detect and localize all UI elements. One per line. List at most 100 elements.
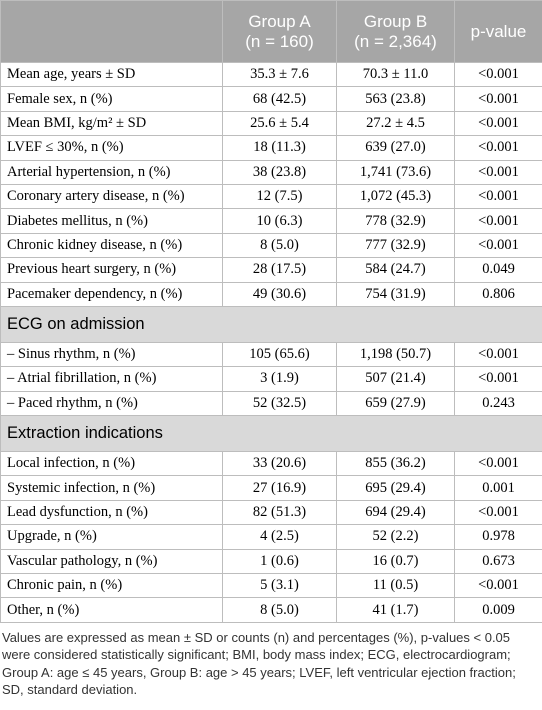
row-label: Other, n (%)	[0, 597, 223, 623]
cell: 0.243	[454, 390, 542, 417]
table: Group A (n = 160) Group B (n = 2,364) p-valu…	[0, 0, 542, 623]
row-label: Diabetes mellitus, n (%)	[0, 208, 223, 234]
column-header: p-value	[454, 0, 542, 63]
column-n: (n = 160)	[245, 31, 314, 51]
data-row: Coronary artery disease, n (%) 12 (7.5) 1,…	[0, 183, 542, 210]
cell: 1,198 (50.7)	[336, 341, 455, 368]
column-header: Group A (n = 160)	[222, 0, 337, 63]
cell: 3 (1.9)	[222, 366, 337, 392]
column-n: (n = 2,364)	[354, 31, 437, 51]
cell: 0.001	[454, 475, 542, 501]
cell: 0.049	[454, 257, 542, 283]
table-body: Mean age, years ± SD 35.3 ± 7.6 70.3 ± 11.…	[0, 61, 542, 623]
cell: 16 (0.7)	[336, 548, 455, 575]
cell: 68 (42.5)	[222, 86, 337, 112]
row-label: Mean BMI, kg/m² ± SD	[0, 110, 223, 137]
row-label: Previous heart surgery, n (%)	[0, 257, 223, 283]
column-name: p-value	[470, 21, 527, 41]
data-row: Chronic pain, n (%) 5 (3.1) 11 (0.5) <0.001	[0, 573, 542, 599]
cell: <0.001	[454, 61, 542, 88]
cell: 0.806	[454, 281, 542, 307]
cell: <0.001	[454, 451, 542, 477]
data-row: – Atrial fibrillation, n (%) 3 (1.9) 507 (…	[0, 366, 542, 392]
row-label: Local infection, n (%)	[0, 451, 223, 477]
row-label: Lead dysfunction, n (%)	[0, 499, 223, 526]
cell: 1,072 (45.3)	[336, 183, 455, 210]
cell: <0.001	[454, 159, 542, 185]
data-row: Female sex, n (%) 68 (42.5) 563 (23.8) <0.0…	[0, 86, 542, 112]
cell: 5 (3.1)	[222, 573, 337, 599]
cell: 33 (20.6)	[222, 451, 337, 477]
row-label: – Sinus rhythm, n (%)	[0, 341, 223, 368]
cell: 1,741 (73.6)	[336, 159, 455, 185]
row-label: Chronic kidney disease, n (%)	[0, 232, 223, 259]
cell: 1 (0.6)	[222, 548, 337, 575]
column-name: Group B	[363, 11, 428, 31]
data-row: Systemic infection, n (%) 27 (16.9) 695 (2…	[0, 475, 542, 501]
row-label: – Paced rhythm, n (%)	[0, 390, 223, 417]
cell: 52 (32.5)	[222, 390, 337, 417]
row-label: – Atrial fibrillation, n (%)	[0, 366, 223, 392]
cell: <0.001	[454, 499, 542, 526]
cell: 694 (29.4)	[336, 499, 455, 526]
cell: 777 (32.9)	[336, 232, 455, 259]
cell: 0.009	[454, 597, 542, 623]
cell: 0.673	[454, 548, 542, 575]
row-label: Coronary artery disease, n (%)	[0, 183, 223, 210]
data-row: Upgrade, n (%) 4 (2.5) 52 (2.2) 0.978	[0, 524, 542, 550]
row-label: Chronic pain, n (%)	[0, 573, 223, 599]
cell: <0.001	[454, 135, 542, 161]
section-row: ECG on admission	[0, 305, 542, 343]
cell: 52 (2.2)	[336, 524, 455, 550]
row-label: Systemic infection, n (%)	[0, 475, 223, 501]
cell: 49 (30.6)	[222, 281, 337, 307]
cell: 25.6 ± 5.4	[222, 110, 337, 137]
data-row: Other, n (%) 8 (5.0) 41 (1.7) 0.009	[0, 597, 542, 623]
cell: <0.001	[454, 183, 542, 210]
cell: 8 (5.0)	[222, 232, 337, 259]
cell: 639 (27.0)	[336, 135, 455, 161]
header-row: Group A (n = 160) Group B (n = 2,364) p-valu…	[0, 0, 542, 63]
cell: 10 (6.3)	[222, 208, 337, 234]
cell: <0.001	[454, 366, 542, 392]
row-label: Arterial hypertension, n (%)	[0, 159, 223, 185]
cell: 27.2 ± 4.5	[336, 110, 455, 137]
cell: 35.3 ± 7.6	[222, 61, 337, 88]
data-row: Mean age, years ± SD 35.3 ± 7.6 70.3 ± 11.…	[0, 61, 542, 88]
cell: 11 (0.5)	[336, 573, 455, 599]
cell: 584 (24.7)	[336, 257, 455, 283]
cell: 18 (11.3)	[222, 135, 337, 161]
row-label: Upgrade, n (%)	[0, 524, 223, 550]
row-label: Female sex, n (%)	[0, 86, 223, 112]
cell: 778 (32.9)	[336, 208, 455, 234]
cell: 0.978	[454, 524, 542, 550]
data-row: Chronic kidney disease, n (%) 8 (5.0) 777 …	[0, 232, 542, 259]
header-blank	[0, 0, 223, 63]
row-label: Mean age, years ± SD	[0, 61, 223, 88]
row-label: Vascular pathology, n (%)	[0, 548, 223, 575]
row-label: LVEF ≤ 30%, n (%)	[0, 135, 223, 161]
cell: 855 (36.2)	[336, 451, 455, 477]
cell: 507 (21.4)	[336, 366, 455, 392]
cell: <0.001	[454, 573, 542, 599]
footnote: Values are expressed as mean ± SD or cou…	[2, 629, 516, 698]
cell: 695 (29.4)	[336, 475, 455, 501]
section-title: Extraction indications	[0, 415, 542, 453]
data-row: Vascular pathology, n (%) 1 (0.6) 16 (0.7)…	[0, 548, 542, 575]
data-row: – Paced rhythm, n (%) 52 (32.5) 659 (27.9)…	[0, 390, 542, 417]
data-row: Previous heart surgery, n (%) 28 (17.5) 58…	[0, 257, 542, 283]
data-row: Mean BMI, kg/m² ± SD 25.6 ± 5.4 27.2 ± 4.5…	[0, 110, 542, 137]
cell: <0.001	[454, 232, 542, 259]
cell: <0.001	[454, 341, 542, 368]
data-row: Arterial hypertension, n (%) 38 (23.8) 1,7…	[0, 159, 542, 185]
data-row: Diabetes mellitus, n (%) 10 (6.3) 778 (32.…	[0, 208, 542, 234]
cell: <0.001	[454, 86, 542, 112]
row-label: Pacemaker dependency, n (%)	[0, 281, 223, 307]
cell: 105 (65.6)	[222, 341, 337, 368]
data-row: LVEF ≤ 30%, n (%) 18 (11.3) 639 (27.0) <0.0…	[0, 135, 542, 161]
cell: 28 (17.5)	[222, 257, 337, 283]
data-row: Lead dysfunction, n (%) 82 (51.3) 694 (29.…	[0, 499, 542, 526]
cell: 8 (5.0)	[222, 597, 337, 623]
cell: 12 (7.5)	[222, 183, 337, 210]
